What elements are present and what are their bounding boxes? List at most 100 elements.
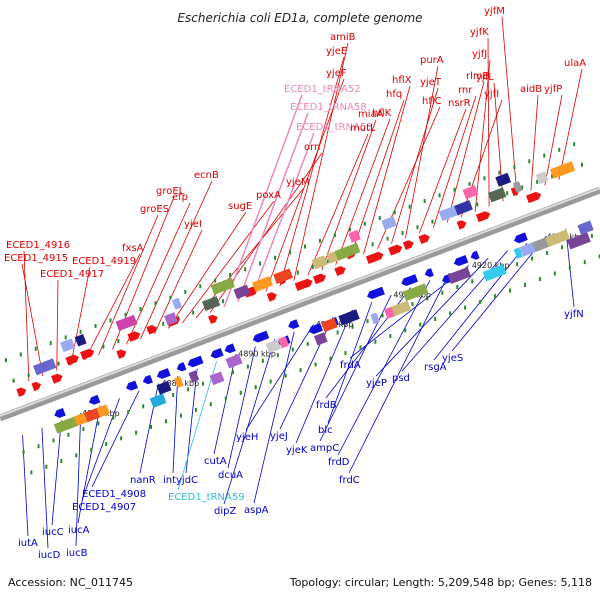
guide-dash <box>179 413 182 418</box>
forward-block-shape <box>171 297 183 310</box>
reverse-block-shape <box>482 264 507 282</box>
connector-eced1-4919 <box>70 266 91 366</box>
gene-label-yjdc: yjdC <box>176 475 198 486</box>
reverse-arrow-shape <box>470 250 480 260</box>
gene-label-frdd: frdD <box>328 457 350 468</box>
guide-dash <box>34 346 37 351</box>
guide-dash <box>289 250 292 255</box>
connector-ecnb <box>140 180 213 340</box>
forward-gene-block <box>512 181 523 193</box>
reverse-gene-block <box>225 353 243 369</box>
guide-dash <box>202 381 205 386</box>
reverse-gene-block <box>174 376 184 388</box>
guide-dash <box>246 364 249 369</box>
reverse-gene-arrow <box>308 323 323 335</box>
connector-yjfm <box>501 16 518 196</box>
guide-dash <box>590 233 593 238</box>
forward-gene-block <box>462 185 479 200</box>
guide-dash <box>12 378 15 383</box>
reverse-gene-block <box>338 309 360 326</box>
gene-label-orn: orn <box>304 142 320 153</box>
gene-label-eced1-4915: ECED1_4915 <box>4 253 68 264</box>
guide-dash <box>259 261 262 266</box>
forward-gene-block <box>454 200 473 216</box>
connector-suge <box>167 211 247 329</box>
guide-dash <box>276 353 279 358</box>
reverse-gene-block <box>577 220 594 235</box>
guide-dash <box>538 277 541 282</box>
gene-label-yjfj: yjfJ <box>472 49 487 60</box>
guide-dash <box>52 438 55 443</box>
forward-block-shape <box>334 242 361 261</box>
connector-yjeh <box>245 324 314 431</box>
forward-gene-arrow <box>146 325 157 335</box>
forward-arrow-shape <box>208 314 218 324</box>
genome-summary-text: Topology: circular; Length: 5,209,548 bp… <box>289 576 592 589</box>
reverse-gene-arrow <box>187 355 204 368</box>
gene-label-eced1-4919: ECED1_4919 <box>72 256 136 267</box>
forward-arrow-shape <box>51 373 63 384</box>
guide-dash <box>531 256 534 261</box>
forward-block-shape <box>115 314 138 332</box>
reverse-arrow-shape <box>224 343 236 354</box>
guide-dash <box>90 447 93 452</box>
reverse-block-shape <box>391 300 412 317</box>
guide-dash <box>344 351 347 356</box>
guide-dash <box>381 313 384 318</box>
reverse-gene-arrow <box>210 348 224 359</box>
guide-dash <box>516 262 519 267</box>
forward-gene-block <box>348 229 361 243</box>
guide-dash <box>306 341 309 346</box>
guide-dash <box>401 230 404 235</box>
gene-label-frdc: frdC <box>339 475 360 486</box>
guide-dash <box>546 250 549 255</box>
genome-title: Escherichia coli ED1a, complete genome <box>177 11 422 25</box>
reverse-gene-block <box>545 229 570 247</box>
forward-gene-block <box>311 255 328 270</box>
forward-arrow-shape <box>266 292 277 302</box>
reverse-gene-block <box>84 407 102 423</box>
forward-gene-arrow <box>127 331 141 342</box>
gene-label-yjes: yjeS <box>442 353 463 364</box>
guide-dash <box>37 444 40 449</box>
connector-eced1-trna52 <box>223 94 303 308</box>
guide-dash <box>359 345 362 350</box>
forward-arrow-shape <box>526 191 542 204</box>
guide-dash <box>528 159 531 164</box>
connector-yjfj <box>474 59 491 212</box>
guide-dash <box>57 361 60 366</box>
reverse-block-shape <box>265 339 282 354</box>
reverse-gene-arrow <box>513 232 528 244</box>
gene-label-mutl: mutL <box>350 123 376 134</box>
gene-label-nanr: nanR <box>130 475 156 486</box>
forward-block-shape <box>311 255 328 270</box>
gene-label-iuta: iutA <box>18 538 38 549</box>
guide-dash <box>333 233 336 238</box>
guide-dash <box>449 311 452 316</box>
reverse-gene-arrow <box>470 250 480 260</box>
reverse-arrow-shape <box>142 374 153 385</box>
gene-label-suge: sugE <box>228 201 252 212</box>
forward-arrow-shape <box>116 349 127 359</box>
forward-gene-arrow <box>475 211 491 223</box>
forward-arrow-shape <box>418 234 430 244</box>
reverse-gene-block <box>391 300 412 317</box>
guide-dash <box>229 272 232 277</box>
gene-label-blc: blc <box>318 425 333 436</box>
connector-amib <box>293 42 349 281</box>
reverse-arrow-shape <box>210 348 224 359</box>
reverse-gene-block <box>278 336 290 349</box>
guide-dash <box>291 347 294 352</box>
guide-dash <box>244 267 247 272</box>
guide-dash <box>423 199 426 204</box>
guide-dash <box>560 245 563 250</box>
connector-miaa <box>321 119 377 271</box>
guide-dash <box>431 219 434 224</box>
forward-gene-block <box>164 312 178 326</box>
guide-dash <box>112 415 115 420</box>
reverse-arrow-shape <box>424 268 434 278</box>
guide-dash <box>162 321 165 326</box>
forward-gene-block <box>273 268 294 284</box>
connector-hflk <box>335 118 391 265</box>
reverse-gene-arrow <box>424 268 434 278</box>
